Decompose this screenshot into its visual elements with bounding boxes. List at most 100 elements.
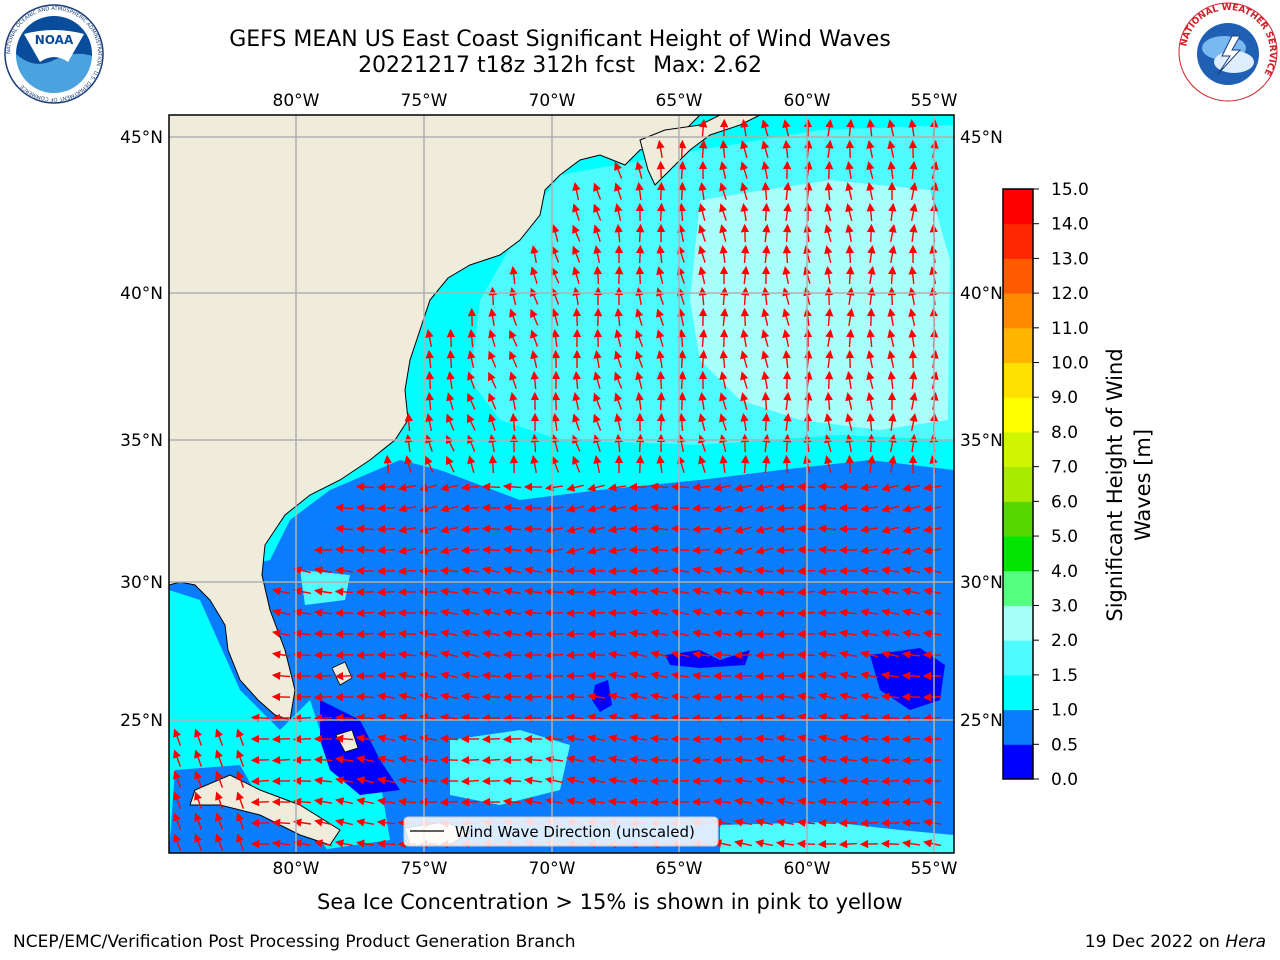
wave-vector xyxy=(887,160,896,179)
wave-vector xyxy=(215,833,224,851)
wave-vector xyxy=(551,455,560,473)
wave-vector xyxy=(796,692,816,701)
wave-vector xyxy=(691,524,711,534)
wave-vector xyxy=(446,413,455,431)
wave-vector xyxy=(754,776,774,785)
wave-vector xyxy=(377,734,395,743)
wave-vector xyxy=(314,818,332,827)
wave-vector xyxy=(293,566,311,575)
wave-vector xyxy=(194,791,203,809)
wave-vector xyxy=(440,671,458,680)
wave-vector xyxy=(236,770,245,788)
wave-vector xyxy=(313,587,333,596)
wave-vector xyxy=(502,587,522,596)
wave-vector xyxy=(635,161,644,179)
lon-label-bottom-60: 60°W xyxy=(784,859,831,879)
map-frame xyxy=(168,114,955,854)
wave-vector xyxy=(776,776,794,785)
wave-vector xyxy=(572,370,581,390)
wave-vector xyxy=(677,202,686,222)
wave-vector xyxy=(593,265,602,285)
wave-vector xyxy=(761,181,770,201)
wave-vector xyxy=(544,587,564,597)
wave-vector xyxy=(845,203,854,221)
wave-vector xyxy=(796,503,816,513)
wave-vector xyxy=(440,650,458,659)
colorbar-swatch xyxy=(1003,466,1033,502)
wave-vector xyxy=(565,734,585,743)
wave-vector xyxy=(404,455,413,473)
wave-vector xyxy=(761,391,771,411)
wave-vector xyxy=(692,566,710,575)
wave-vector xyxy=(488,307,497,327)
credit-text: NCEP/EMC/Verification Post Processing Pr… xyxy=(13,932,576,952)
colorbar-swatch xyxy=(1003,258,1033,294)
wave-vector xyxy=(397,755,417,764)
wave-vector xyxy=(509,412,518,432)
wave-vector xyxy=(418,776,438,786)
wave-vector xyxy=(733,692,753,702)
wave-vector xyxy=(649,608,669,617)
wave-vector xyxy=(587,525,605,534)
wave-vector xyxy=(824,160,834,180)
sea-ice-note: Sea Ice Concentration > 15% is shown in … xyxy=(317,890,903,914)
wave-vector xyxy=(719,349,728,369)
wave-vector xyxy=(629,692,647,701)
wave-vector xyxy=(271,629,291,638)
wave-vector xyxy=(425,455,434,473)
wave-vector xyxy=(314,839,332,848)
wave-vector xyxy=(656,329,665,347)
wave-vector xyxy=(670,671,690,680)
wave-vector xyxy=(587,504,605,513)
wave-vector xyxy=(649,566,669,576)
wave-vector xyxy=(335,797,353,806)
wave-vector xyxy=(719,139,728,159)
wave-vector xyxy=(509,371,518,389)
wave-vector xyxy=(397,776,417,785)
wave-vector xyxy=(909,181,918,201)
wave-vector xyxy=(250,713,270,723)
wave-vector xyxy=(355,839,375,848)
wave-vector xyxy=(817,797,837,806)
wave-vector xyxy=(691,629,711,638)
wave-vector xyxy=(488,392,497,410)
wave-vector xyxy=(439,734,459,743)
wave-vector xyxy=(817,503,837,512)
wave-vector xyxy=(425,328,434,348)
wave-vector xyxy=(859,504,878,513)
wave-vector xyxy=(818,713,836,722)
wave-vector xyxy=(236,749,245,767)
wave-vector xyxy=(586,671,606,680)
wave-vector xyxy=(488,413,497,431)
wave-vector xyxy=(824,265,833,285)
wave-vector xyxy=(482,587,500,596)
wave-vector xyxy=(586,776,606,785)
wave-vector xyxy=(509,265,518,285)
wave-vector xyxy=(397,546,417,555)
wave-vector xyxy=(649,545,669,554)
wave-vector xyxy=(334,545,354,554)
wave-vector xyxy=(755,546,773,555)
wave-vector xyxy=(614,413,623,431)
wave-vector xyxy=(901,839,920,848)
wave-vector xyxy=(635,454,645,474)
wave-direction-vectors xyxy=(173,118,942,851)
wave-vector xyxy=(797,734,815,743)
wave-vector xyxy=(614,223,623,243)
caribbean-lightcyan xyxy=(450,730,570,805)
max-label: Max: 2.62 xyxy=(653,53,762,78)
wave-vector xyxy=(425,412,434,432)
wave-vector xyxy=(740,307,750,327)
wave-vector xyxy=(740,140,749,158)
wave-vector xyxy=(670,692,690,701)
lon-label-bottom-70: 70°W xyxy=(529,859,576,879)
wave-vector xyxy=(460,546,480,555)
wave-vector xyxy=(817,776,836,785)
wave-vector xyxy=(754,713,774,723)
wave-vector xyxy=(419,504,437,513)
wave-vector xyxy=(530,244,539,264)
wave-vector xyxy=(628,734,648,743)
wave-vector xyxy=(530,266,539,284)
wave-vector xyxy=(691,755,711,765)
wave-vector xyxy=(888,412,897,431)
